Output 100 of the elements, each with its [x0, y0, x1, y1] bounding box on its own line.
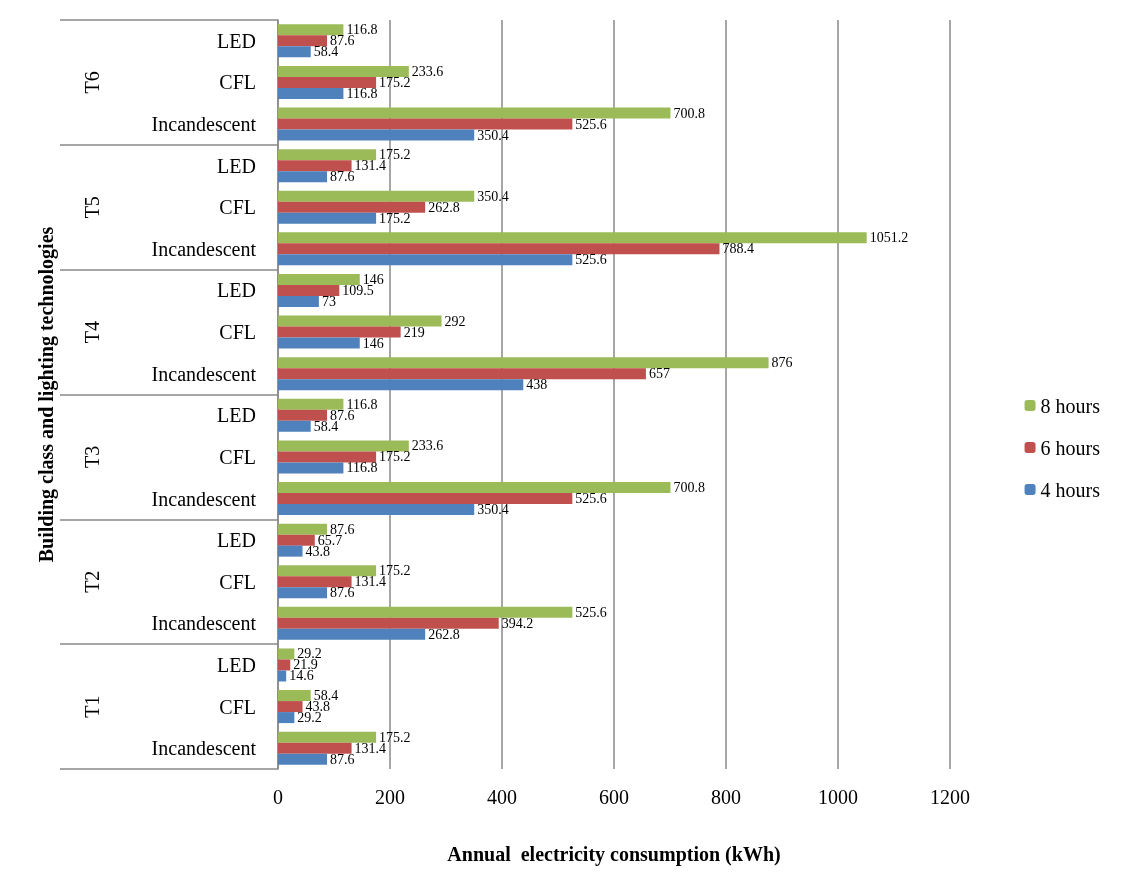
bar — [278, 149, 377, 161]
bar — [278, 712, 295, 724]
bar — [278, 617, 499, 629]
legend-label: 6 hours — [1040, 436, 1101, 459]
data-label: 175.2 — [379, 210, 411, 226]
bar — [278, 379, 524, 391]
data-label: 29.2 — [297, 710, 322, 726]
bar — [278, 295, 319, 307]
bar — [278, 628, 426, 640]
text: T2 — [81, 570, 103, 593]
bar — [278, 254, 573, 266]
bar — [278, 731, 377, 743]
bar — [278, 326, 401, 338]
bar — [278, 670, 287, 682]
y-tick-label: CFL — [219, 196, 256, 219]
bar — [278, 576, 352, 588]
data-label: 87.6 — [330, 751, 355, 767]
bar — [278, 587, 328, 599]
bar — [278, 545, 303, 557]
bar — [278, 107, 671, 119]
data-label: 262.8 — [428, 626, 460, 642]
data-label: 438 — [526, 377, 548, 393]
data-label: 700.8 — [673, 105, 705, 121]
bar — [278, 523, 328, 535]
data-label: 131.4 — [354, 574, 387, 590]
data-label: 146 — [362, 271, 384, 287]
text: T5 — [81, 196, 103, 219]
y-tick-label: CFL — [219, 695, 256, 718]
data-label: 350.4 — [477, 127, 509, 143]
data-label: 146 — [362, 335, 384, 351]
data-label: 657 — [648, 366, 670, 382]
x-tick-label: 1200 — [930, 786, 970, 808]
bar — [278, 315, 442, 327]
bar — [278, 201, 426, 213]
y-tick-label: LED — [217, 404, 256, 427]
bar — [278, 534, 315, 546]
legend-label: 8 hours — [1040, 394, 1101, 417]
bar — [278, 701, 303, 713]
y-tick-label: CFL — [219, 321, 256, 344]
bar — [278, 171, 328, 183]
text: T1 — [81, 695, 103, 718]
bar — [278, 440, 409, 452]
data-label: 394.2 — [501, 615, 534, 631]
data-label: 219 — [403, 324, 425, 340]
y-tick-label: LED — [217, 279, 256, 302]
data-label: 131.4 — [354, 158, 387, 174]
y-tick-label: Incandescent — [151, 737, 257, 760]
bar — [278, 451, 377, 463]
x-tick-label: 1000 — [818, 786, 858, 808]
y-tick-label: Incandescent — [151, 362, 257, 385]
bar — [278, 190, 475, 202]
bar — [278, 504, 475, 516]
data-label: 58.4 — [313, 44, 339, 60]
y-tick-label: Incandescent — [151, 237, 257, 260]
bar — [278, 493, 573, 505]
y-tick-label: Incandescent — [151, 113, 257, 136]
legend-label: 4 hours — [1040, 478, 1101, 501]
data-label: 175.2 — [379, 449, 411, 465]
bar — [278, 243, 720, 255]
data-label: 876 — [771, 355, 793, 371]
y-tick-label: LED — [217, 529, 256, 552]
bar — [278, 118, 573, 130]
bar — [278, 420, 311, 432]
y-tick-label: LED — [217, 29, 256, 52]
data-label: 233.6 — [411, 438, 444, 454]
x-axis-title: Annual electricity consumption (kWh) — [447, 843, 781, 866]
data-label: 350.4 — [477, 502, 509, 518]
bar — [278, 606, 573, 618]
x-tick-label: 600 — [599, 786, 629, 808]
bar — [278, 368, 646, 380]
bar — [278, 659, 291, 671]
text: T6 — [81, 71, 103, 94]
bar — [278, 648, 295, 660]
bar — [278, 753, 328, 765]
y-tick-label: Incandescent — [151, 612, 257, 635]
bar — [278, 46, 311, 58]
bar — [278, 690, 311, 702]
data-label: 73 — [321, 293, 336, 309]
data-label: 788.4 — [722, 241, 754, 257]
data-label: 1051.2 — [869, 230, 909, 246]
bar — [278, 160, 352, 172]
data-label: 87.6 — [330, 169, 355, 185]
bar — [278, 65, 409, 77]
bar — [278, 398, 344, 410]
bar — [278, 212, 377, 224]
y-tick-label: CFL — [219, 570, 256, 593]
y-tick-label: Incandescent — [151, 487, 257, 510]
x-tick-label: 400 — [487, 786, 517, 808]
data-label: 525.6 — [575, 252, 607, 268]
y-axis-title: Building class and lighting technologies — [35, 226, 58, 563]
data-label: 525.6 — [575, 604, 607, 620]
data-label: 116.8 — [346, 85, 378, 101]
bar — [278, 565, 377, 577]
data-label: 233.6 — [411, 63, 444, 79]
bar — [278, 35, 328, 47]
data-label: 525.6 — [575, 116, 607, 132]
x-tick-label: 0 — [273, 786, 283, 808]
data-label: 116.8 — [346, 460, 378, 476]
text: T4 — [81, 320, 103, 344]
data-label: 87.6 — [330, 585, 355, 601]
